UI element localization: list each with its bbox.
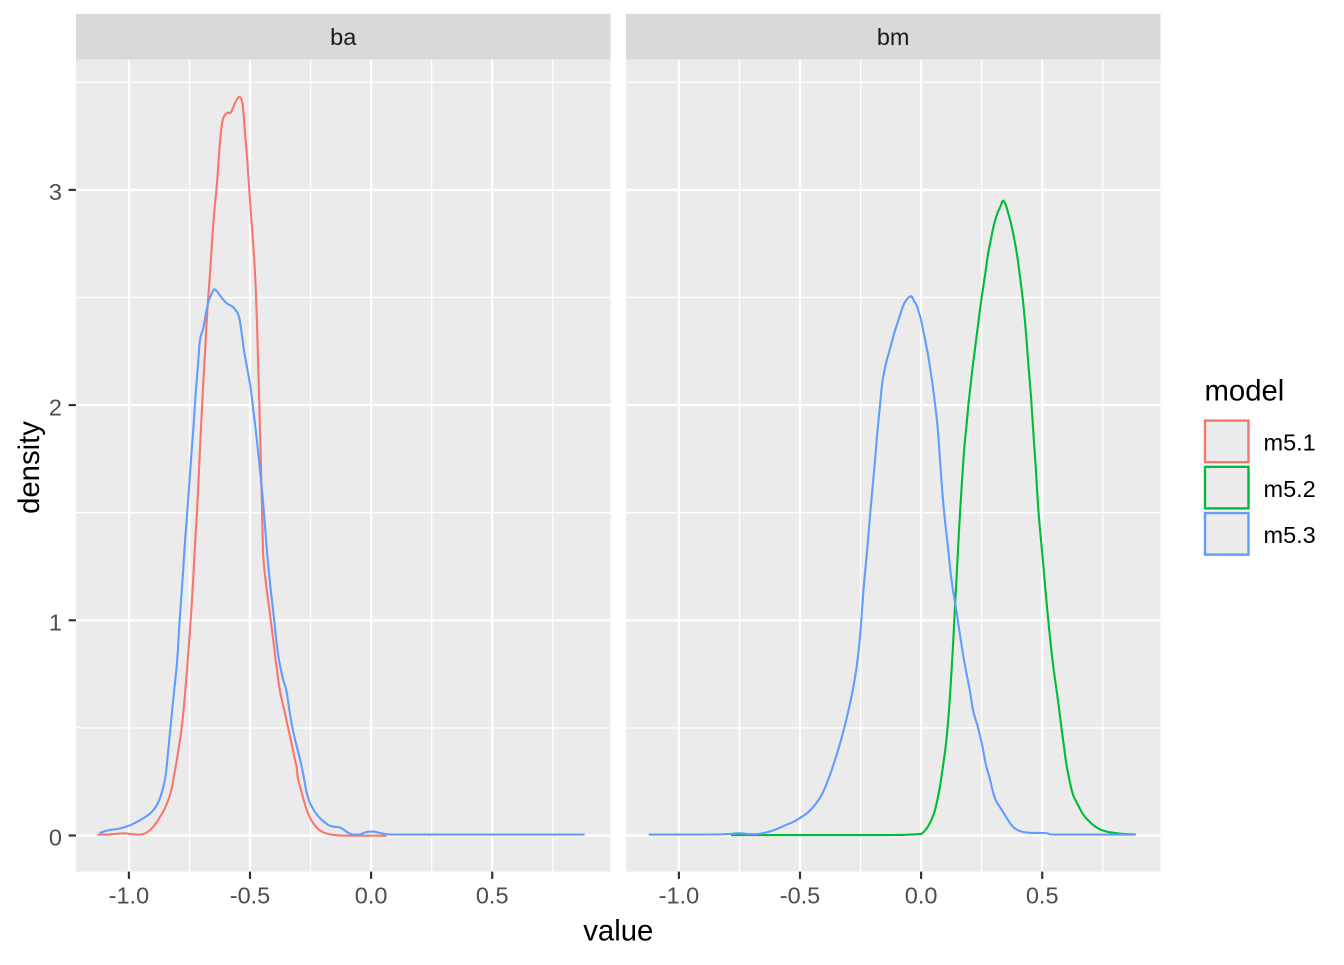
svg-text:2: 2 bbox=[49, 394, 62, 420]
svg-text:-1.0: -1.0 bbox=[109, 883, 150, 909]
svg-text:-1.0: -1.0 bbox=[659, 883, 700, 909]
svg-text:model: model bbox=[1205, 374, 1285, 407]
svg-text:0.0: 0.0 bbox=[355, 883, 388, 909]
svg-text:-0.5: -0.5 bbox=[230, 883, 271, 909]
svg-text:3: 3 bbox=[49, 179, 62, 205]
svg-text:m5.2: m5.2 bbox=[1264, 476, 1316, 502]
svg-text:0.5: 0.5 bbox=[1026, 883, 1059, 909]
svg-text:value: value bbox=[583, 914, 653, 947]
svg-text:-0.5: -0.5 bbox=[780, 883, 821, 909]
svg-text:m5.3: m5.3 bbox=[1264, 522, 1316, 548]
svg-text:bm: bm bbox=[877, 24, 910, 50]
svg-text:0.5: 0.5 bbox=[476, 883, 509, 909]
svg-text:ba: ba bbox=[330, 24, 357, 50]
svg-text:m5.1: m5.1 bbox=[1264, 430, 1316, 456]
svg-text:0.0: 0.0 bbox=[905, 883, 938, 909]
svg-text:0: 0 bbox=[49, 825, 62, 851]
svg-text:density: density bbox=[13, 421, 46, 514]
svg-text:1: 1 bbox=[49, 610, 62, 636]
